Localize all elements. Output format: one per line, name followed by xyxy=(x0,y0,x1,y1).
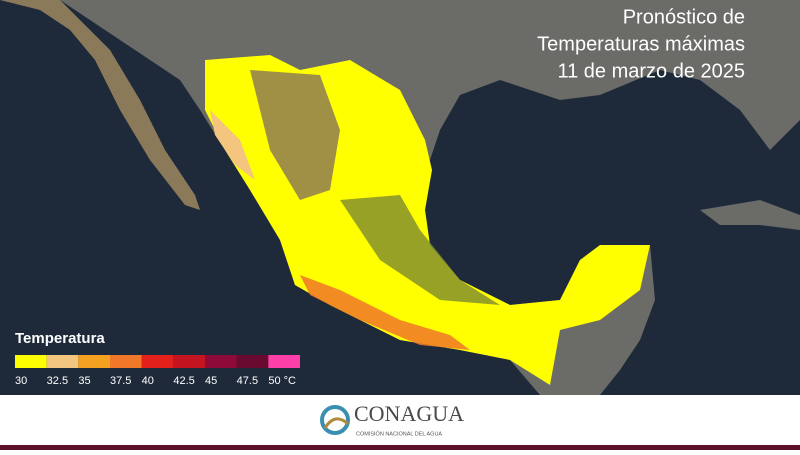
legend-swatch xyxy=(110,355,142,368)
legend-label: 32.5 xyxy=(47,375,68,387)
logo-subtitle: COMISIÓN NACIONAL DEL AGUA xyxy=(356,430,442,437)
legend-swatch xyxy=(205,355,237,368)
legend-swatch xyxy=(15,355,47,368)
cuba xyxy=(700,200,800,230)
legend-title: Temperatura xyxy=(15,330,105,347)
legend-label: 45 xyxy=(205,375,217,387)
title: Pronóstico de Temperaturas máximas 11 de m… xyxy=(537,6,745,82)
central-highland xyxy=(340,195,500,305)
logo-name: CONAGUA xyxy=(354,401,464,426)
logo-icon xyxy=(320,405,350,435)
legend-swatch xyxy=(236,355,269,368)
legend-swatch xyxy=(46,355,79,368)
logo-wave xyxy=(323,417,350,429)
legend-swatch xyxy=(268,355,300,368)
title-line: Pronóstico de xyxy=(623,6,745,28)
legend: 30 32.5 35 37.5 40 42.5 45 47.5 50 °C xyxy=(15,355,300,387)
sierra-terrain xyxy=(250,70,340,200)
title-line: 11 de marzo de 2025 xyxy=(557,60,745,82)
footer-stripe xyxy=(0,445,800,450)
legend-label: 40 xyxy=(142,375,154,387)
hot-zone xyxy=(300,275,470,350)
footer xyxy=(0,395,800,450)
legend-label: 42.5 xyxy=(173,375,194,387)
legend-label: 50 °C xyxy=(268,375,296,387)
title-line: Temperaturas máximas xyxy=(537,33,745,55)
warm-zone xyxy=(210,110,255,180)
baja-california xyxy=(0,0,200,210)
legend-swatch xyxy=(141,355,174,368)
legend-label: 30 xyxy=(15,375,27,387)
legend-label: 37.5 xyxy=(110,375,131,387)
legend-label: 35 xyxy=(78,375,90,387)
legend-swatch xyxy=(173,355,205,368)
legend-swatch xyxy=(78,355,110,368)
legend-label: 47.5 xyxy=(237,375,258,387)
